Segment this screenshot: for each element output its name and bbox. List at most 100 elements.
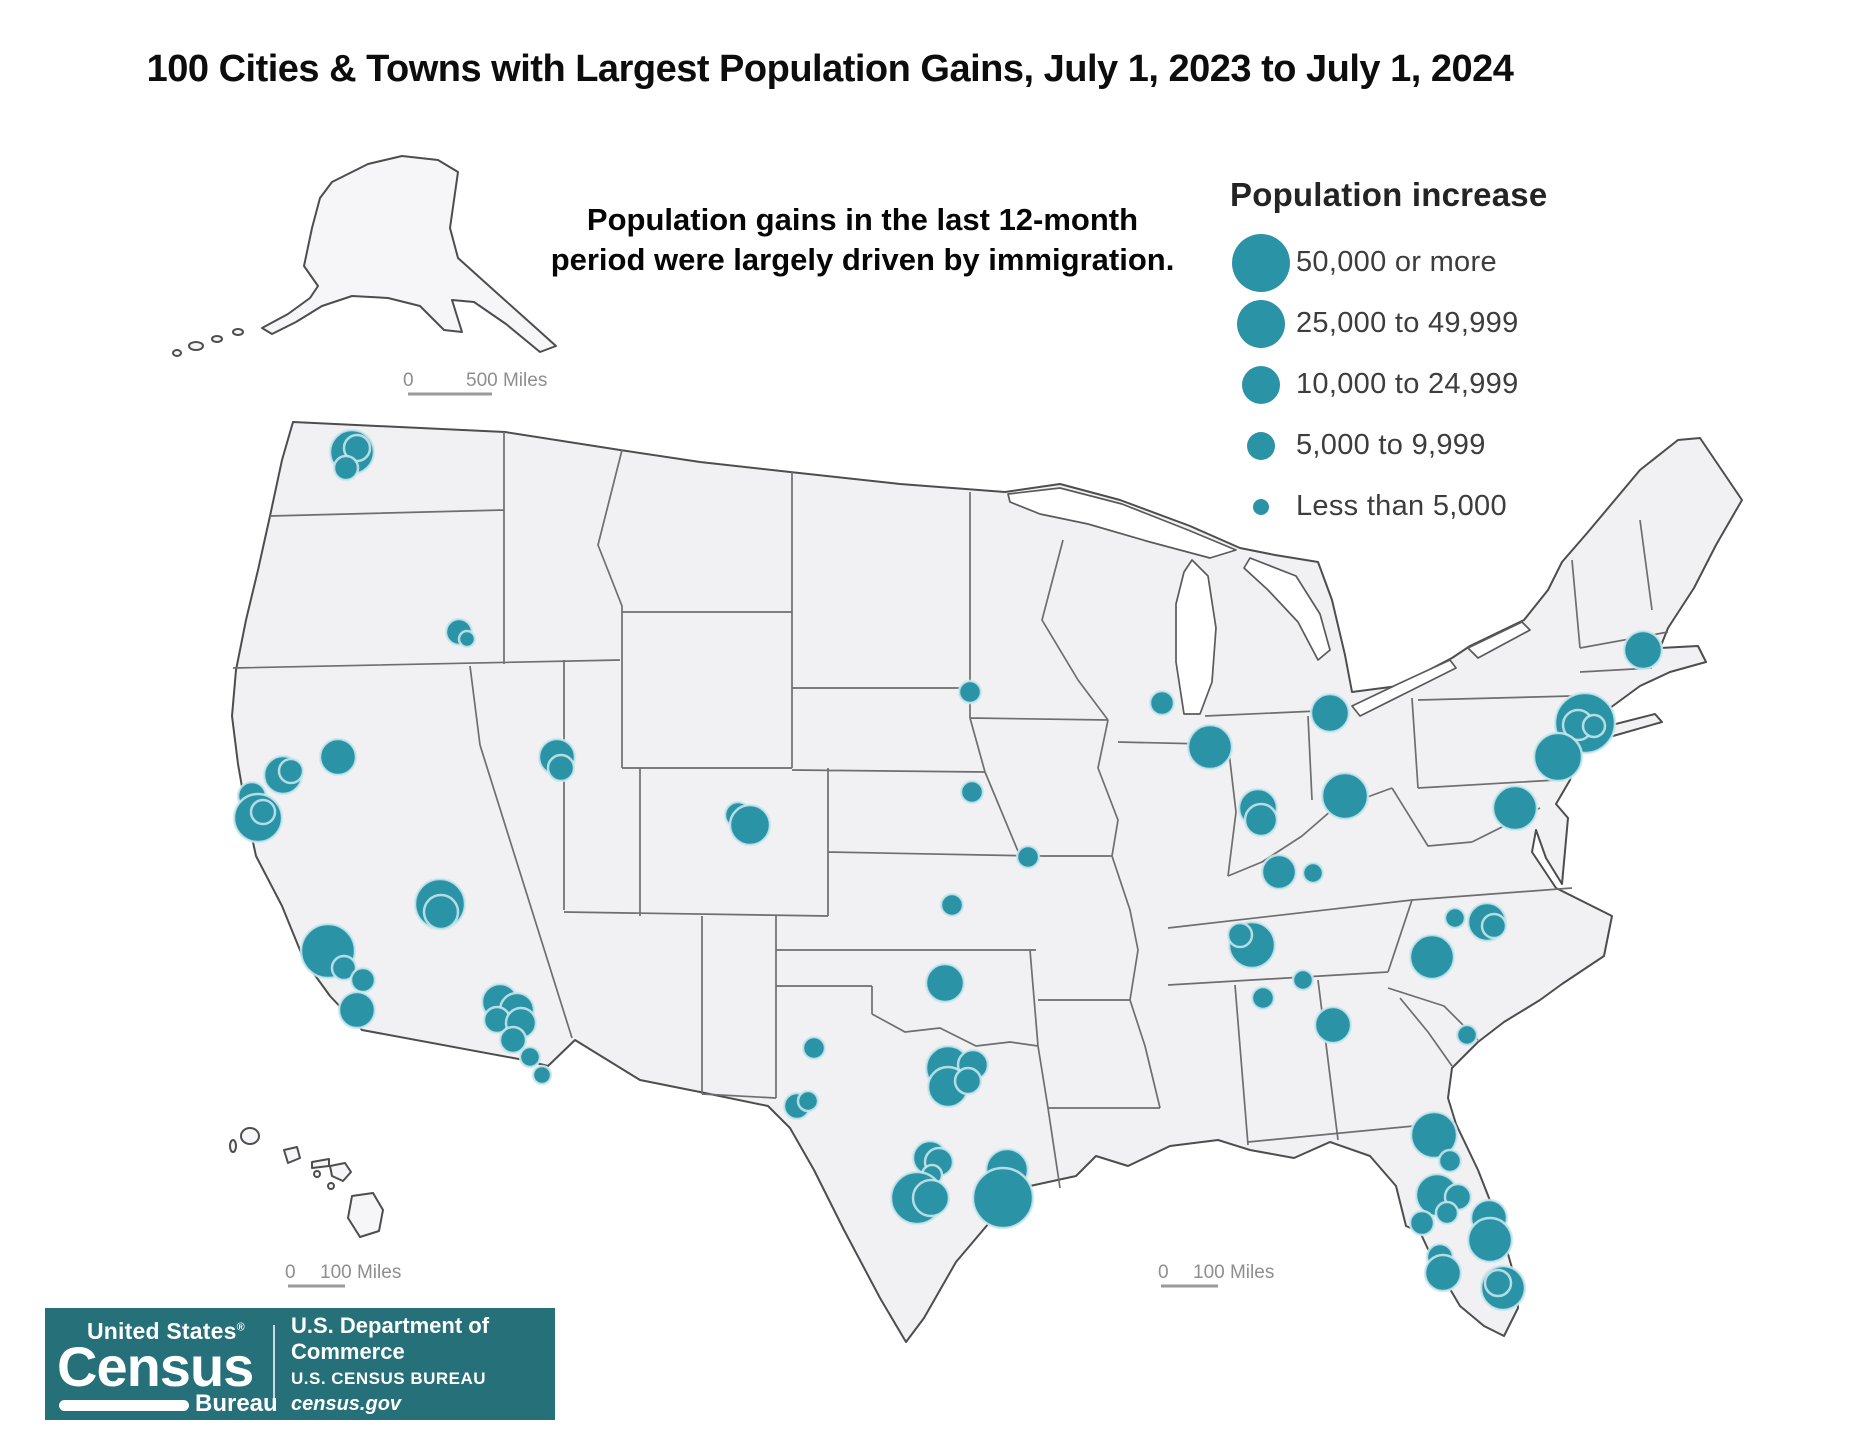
city-bubble — [531, 1064, 553, 1086]
city-bubble — [801, 1035, 827, 1061]
legend-circle-symbol — [1226, 365, 1296, 404]
legend-item: 25,000 to 49,999 — [1226, 293, 1656, 354]
scale-bar: 0 500 Miles — [403, 370, 547, 396]
city-bubble — [1423, 1253, 1463, 1293]
legend-label: Less than 5,000 — [1296, 490, 1507, 522]
city-bubble — [277, 757, 305, 785]
city-bubble — [939, 892, 965, 918]
legend-label: 50,000 or more — [1296, 246, 1497, 278]
census-bureau-logo: United States® Census Bureau U.S. Depart… — [45, 1308, 555, 1420]
city-bubble — [1408, 933, 1456, 981]
logo-divider — [273, 1325, 275, 1403]
scale-distance-label: 100 Miles — [320, 1262, 401, 1283]
legend-circle — [1253, 498, 1269, 515]
city-bubble — [1243, 802, 1279, 838]
city-bubble — [924, 962, 966, 1004]
legend-label: 5,000 to 9,999 — [1296, 429, 1486, 461]
city-bubble — [728, 803, 772, 847]
city-bubble — [971, 1166, 1035, 1230]
logo-census-text: Census — [57, 1335, 254, 1398]
logo-bureau-text: Bureau — [195, 1390, 278, 1417]
scale-zero-label: 0 — [285, 1262, 296, 1283]
city-bubble — [1437, 1148, 1463, 1174]
logo-underline-bar — [59, 1400, 189, 1411]
city-bubble — [1480, 912, 1508, 940]
city-bubble — [1320, 771, 1370, 821]
city-bubble — [1260, 853, 1298, 891]
city-bubble — [953, 1066, 983, 1096]
legend-circle — [1242, 365, 1280, 404]
city-bubble — [1148, 689, 1176, 717]
city-bubble — [1409, 1110, 1459, 1160]
legend-circle — [1232, 233, 1290, 292]
annotation-line-2: period were largely driven by immigratio… — [550, 241, 1175, 277]
legend-circle-symbol — [1226, 431, 1296, 460]
city-bubble — [1250, 985, 1276, 1011]
city-bubble — [330, 954, 358, 982]
lake-michigan — [1175, 559, 1217, 715]
logo-dept-commerce: U.S. Department of Commerce — [291, 1312, 490, 1364]
legend-label: 10,000 to 24,999 — [1296, 368, 1519, 400]
legend-item: 10,000 to 24,999 — [1226, 354, 1656, 415]
legend-title: Population increase — [1230, 176, 1548, 213]
city-bubble — [1483, 1268, 1513, 1298]
city-bubble — [518, 1045, 542, 1069]
annotation-text: Population gains in the last 12-month pe… — [505, 200, 1220, 279]
scale-distance-label: 100 Miles — [1193, 1262, 1274, 1283]
legend: Population increase 50,000 or more 25,000… — [1226, 176, 1656, 537]
city-bubble — [1301, 861, 1325, 885]
city-bubble — [1622, 629, 1664, 671]
city-bubble — [1226, 921, 1254, 949]
legend-circle — [1247, 431, 1275, 460]
city-bubble — [1408, 1209, 1436, 1237]
alaska-inset — [172, 155, 557, 357]
city-bubble — [1313, 1005, 1353, 1045]
logo-agency-block: U.S. Department of Commerce U.S. CENSUS … — [291, 1313, 555, 1416]
census-wordmark: United States® Census Bureau — [45, 1308, 278, 1420]
city-bubble — [1532, 731, 1584, 783]
lake-ontario — [1467, 621, 1531, 659]
city-bubble — [498, 1025, 528, 1055]
page-title: 100 Cities & Towns with Largest Populati… — [146, 48, 1514, 90]
logo-census-bureau-caps: U.S. CENSUS BUREAU — [291, 1368, 487, 1388]
city-bubble — [959, 779, 985, 805]
city-bubble — [796, 1089, 820, 1113]
city-bubble — [1581, 713, 1607, 739]
lake-erie — [1351, 659, 1457, 717]
city-bubble — [911, 1178, 951, 1218]
contiguous-us-outline — [231, 421, 1743, 1343]
city-bubble — [332, 454, 360, 482]
hawaii-inset — [229, 1127, 384, 1238]
city-bubble — [1015, 844, 1041, 870]
city-bubble — [957, 679, 983, 705]
legend-label: 25,000 to 49,999 — [1296, 307, 1519, 339]
annotation-line-1: Population gains in the last 12-month — [586, 202, 1139, 237]
city-bubbles — [232, 428, 1664, 1312]
legend-circle-symbol — [1226, 299, 1296, 348]
city-bubble — [1291, 968, 1315, 992]
city-bubble — [457, 629, 477, 649]
city-bubble — [422, 893, 460, 931]
scale-zero-label: 0 — [1158, 1262, 1169, 1283]
legend-circle — [1237, 299, 1285, 348]
city-bubble — [1309, 692, 1351, 734]
logo-census-gov: census.gov — [291, 1392, 402, 1415]
city-bubble — [1443, 906, 1467, 930]
city-bubble — [337, 990, 377, 1030]
legend-item: Less than 5,000 — [1226, 476, 1656, 537]
city-bubble — [318, 737, 358, 777]
city-bubble — [349, 966, 377, 994]
legend-item: 50,000 or more — [1226, 232, 1656, 293]
legend-item: 5,000 to 9,999 — [1226, 415, 1656, 476]
scale-distance-label: 500 Miles — [466, 370, 547, 391]
city-bubble — [249, 798, 277, 826]
lake-huron — [1243, 557, 1331, 661]
city-bubble — [1491, 784, 1539, 832]
state-borders — [232, 432, 1669, 1189]
scale-bar: 0 100 Miles — [1158, 1262, 1274, 1288]
legend-circle-symbol — [1226, 498, 1296, 515]
city-bubble — [1466, 1216, 1514, 1264]
logo-united-states-text: United States® — [87, 1318, 245, 1344]
scale-bar: 0 100 Miles — [285, 1262, 401, 1288]
